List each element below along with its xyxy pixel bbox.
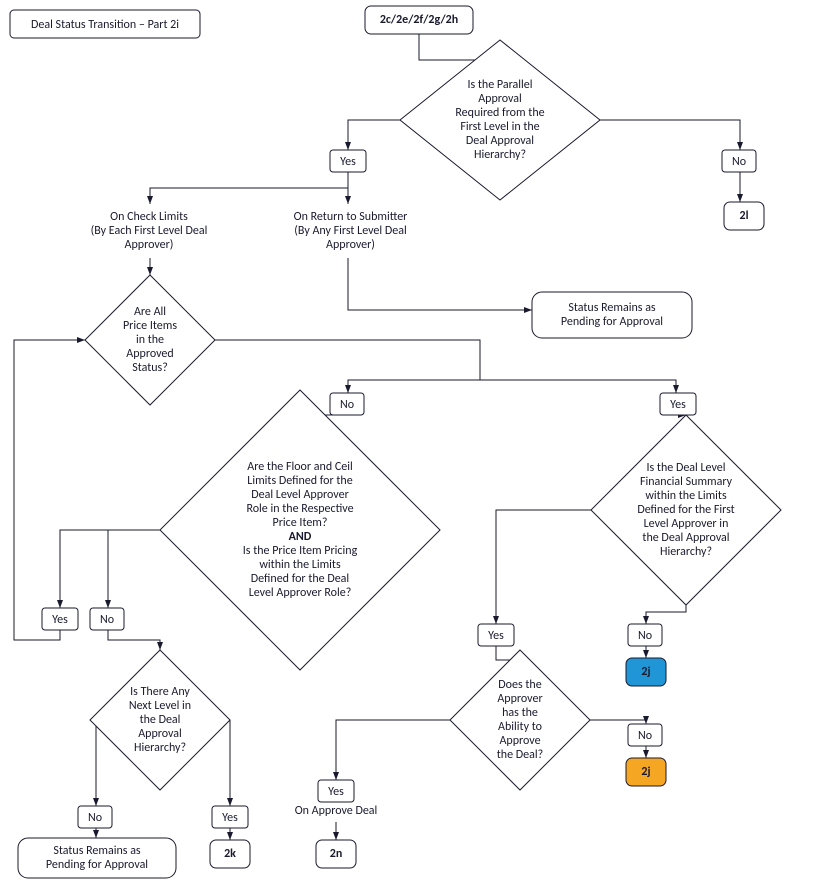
svg-text:Is the Deal Level: Is the Deal Level: [647, 461, 726, 475]
svg-text:Hierarchy?: Hierarchy?: [660, 545, 712, 559]
svg-text:No: No: [638, 629, 652, 643]
svg-text:Does the: Does the: [498, 678, 541, 692]
svg-text:Status Remains as: Status Remains as: [568, 301, 656, 315]
svg-text:Hierarchy?: Hierarchy?: [134, 741, 186, 755]
svg-text:Deal Status Transition – Part: Deal Status Transition – Part 2i: [31, 18, 179, 32]
svg-text:Pending for Approval: Pending for Approval: [561, 315, 663, 329]
svg-text:No: No: [100, 613, 114, 627]
svg-text:2j: 2j: [641, 765, 650, 779]
svg-text:Approve: Approve: [499, 734, 540, 748]
svg-text:Yes: Yes: [222, 811, 238, 825]
svg-text:Is There Any: Is There Any: [130, 685, 190, 699]
svg-text:in the: in the: [136, 333, 164, 347]
svg-text:Pending for Approval: Pending for Approval: [46, 858, 148, 872]
svg-text:Level Approver in: Level Approver in: [644, 517, 729, 531]
svg-text:2c/2e/2f/2g/2h: 2c/2e/2f/2g/2h: [380, 13, 458, 27]
svg-text:Is the Price Item Pricing: Is the Price Item Pricing: [243, 544, 358, 558]
svg-text:Deal Level Approver: Deal Level Approver: [251, 488, 349, 502]
svg-text:Status Remains as: Status Remains as: [53, 844, 141, 858]
svg-text:On Return to Submitter: On Return to Submitter: [294, 210, 408, 224]
svg-text:Price Item?: Price Item?: [273, 516, 328, 530]
svg-text:has the: has the: [502, 706, 538, 720]
svg-text:No: No: [732, 155, 746, 169]
svg-text:(By Any First Level Deal: (By Any First Level Deal: [294, 224, 406, 238]
svg-text:Ability to: Ability to: [498, 720, 542, 734]
svg-text:the Deal Approval: the Deal Approval: [642, 531, 729, 545]
svg-text:the Deal?: the Deal?: [497, 748, 543, 762]
svg-text:Approver: Approver: [497, 692, 542, 706]
svg-text:2j: 2j: [641, 665, 650, 679]
svg-text:Required from the: Required from the: [455, 106, 544, 120]
svg-text:Approved: Approved: [126, 347, 173, 361]
svg-text:On Check Limits: On Check Limits: [110, 210, 188, 224]
svg-text:2k: 2k: [224, 847, 236, 861]
svg-text:Level Approver Role?: Level Approver Role?: [249, 586, 352, 600]
svg-text:Defined for the Deal: Defined for the Deal: [251, 572, 349, 586]
svg-text:Yes: Yes: [328, 785, 344, 799]
svg-text:Next Level in: Next Level in: [129, 699, 191, 713]
svg-text:Limits Defined for the: Limits Defined for the: [247, 474, 352, 488]
svg-text:Are the Floor and Ceil: Are the Floor and Ceil: [247, 460, 352, 474]
svg-text:Deal Approval: Deal Approval: [466, 134, 534, 148]
svg-text:Approver): Approver): [326, 238, 375, 252]
svg-text:Yes: Yes: [340, 155, 356, 169]
svg-text:AND: AND: [289, 530, 312, 544]
svg-text:Are All: Are All: [134, 305, 166, 319]
svg-text:On Approve Deal: On Approve Deal: [295, 804, 378, 818]
svg-text:Price Items: Price Items: [123, 319, 177, 333]
svg-text:2n: 2n: [330, 847, 343, 861]
svg-text:No: No: [638, 729, 652, 743]
svg-text:First Level in the: First Level in the: [460, 120, 539, 134]
svg-text:the Deal: the Deal: [140, 713, 181, 727]
svg-text:Approval: Approval: [138, 727, 182, 741]
svg-text:Approver): Approver): [125, 238, 174, 252]
svg-text:Is the Parallel: Is the Parallel: [467, 78, 532, 92]
svg-text:Status?: Status?: [132, 361, 168, 375]
svg-text:Yes: Yes: [670, 398, 686, 412]
svg-text:Role in the Respective: Role in the Respective: [246, 502, 353, 516]
svg-text:(By Each First Level Deal: (By Each First Level Deal: [91, 224, 208, 238]
svg-text:Approval: Approval: [478, 92, 522, 106]
svg-text:No: No: [340, 398, 354, 412]
svg-text:Defined for the First: Defined for the First: [637, 503, 734, 517]
svg-text:within the Limits: within the Limits: [259, 558, 341, 572]
svg-text:2l: 2l: [739, 209, 748, 223]
svg-text:Financial Summary: Financial Summary: [640, 475, 733, 489]
svg-text:Hierarchy?: Hierarchy?: [474, 148, 526, 162]
svg-text:Yes: Yes: [488, 629, 504, 643]
svg-text:within the Limits: within the Limits: [645, 489, 727, 503]
svg-text:Yes: Yes: [52, 613, 68, 627]
svg-text:No: No: [88, 811, 102, 825]
